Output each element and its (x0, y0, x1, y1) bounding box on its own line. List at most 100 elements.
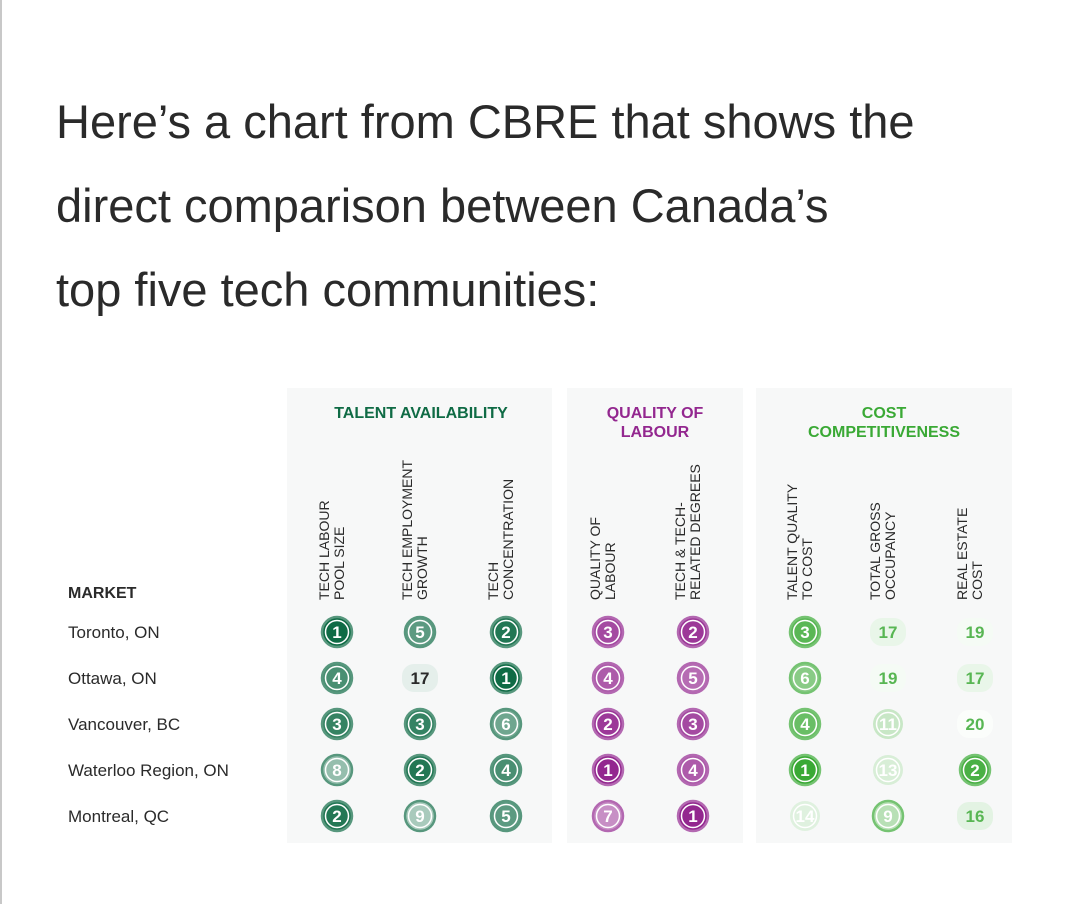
rank-badge (676, 615, 710, 649)
rank-value: 11 (879, 715, 897, 734)
rank-badge-ring (595, 619, 621, 645)
column-header: QUALITY OF (587, 517, 603, 600)
rank-value: 5 (415, 623, 424, 642)
rank-badge (788, 661, 822, 695)
rank-badge-ring (493, 757, 519, 783)
rank-badge (489, 661, 523, 695)
rank-value: 9 (415, 807, 424, 826)
column-header: REAL ESTATE (954, 508, 970, 600)
rank-badge-ring (493, 665, 519, 691)
rank-badge-ring (680, 619, 706, 645)
rank-value: 8 (332, 761, 341, 780)
rank-badge-ring (493, 619, 519, 645)
rank-badge-ring (875, 757, 901, 783)
rank-value: 1 (688, 807, 697, 826)
column-header: TECH LABOUR (316, 500, 332, 600)
rank-badge (591, 753, 625, 787)
rank-badge-ring (407, 757, 433, 783)
rank-badge-ring (324, 803, 350, 829)
rank-value: 13 (879, 761, 898, 780)
column-header: CONCENTRATION (500, 479, 516, 600)
rank-badge (489, 753, 523, 787)
column-header: TOTAL GROSS (867, 502, 883, 600)
column-header: COST (969, 561, 985, 600)
rank-value: 9 (883, 807, 892, 826)
rank-badge-ring (595, 757, 621, 783)
rank-value: 1 (332, 623, 341, 642)
intro-line: top five tech communities: (56, 263, 600, 316)
group-title: QUALITY OF (607, 405, 704, 422)
rank-badge-ring (680, 757, 706, 783)
column-header: OCCUPANCY (882, 511, 898, 600)
rank-value: 6 (501, 715, 510, 734)
rank-badge-ring (595, 803, 621, 829)
rank-value: 19 (879, 669, 898, 688)
rank-badge (591, 661, 625, 695)
rank-badge (489, 707, 523, 741)
market-column-header: MARKET (68, 585, 137, 602)
market-label: Waterloo Region, ON (68, 761, 229, 780)
rank-badge (676, 753, 710, 787)
rank-badge (320, 661, 354, 695)
rank-badge-ring (595, 711, 621, 737)
rank-badge (403, 753, 437, 787)
column-header: TECH (485, 562, 501, 600)
group-title: COST (862, 405, 907, 422)
rank-value: 5 (501, 807, 510, 826)
rank-badge (591, 615, 625, 649)
rank-badge-ring (407, 711, 433, 737)
rank-badge (320, 753, 354, 787)
rank-value: 2 (603, 715, 612, 734)
rank-badge-ring (792, 619, 818, 645)
rank-value: 3 (415, 715, 424, 734)
market-label: Vancouver, BC (68, 715, 180, 734)
rank-value: 17 (879, 623, 898, 642)
rank-badge (403, 707, 437, 741)
rank-value: 4 (800, 715, 810, 734)
rank-value: 1 (501, 669, 510, 688)
rank-value: 2 (970, 761, 979, 780)
rank-badge (489, 615, 523, 649)
rank-badge (873, 709, 903, 739)
rank-value: 4 (603, 669, 613, 688)
rank-badge-ring (680, 803, 706, 829)
rank-value: 3 (603, 623, 612, 642)
rank-badge-ring (407, 619, 433, 645)
market-label: Toronto, ON (68, 623, 160, 642)
rank-value: 16 (966, 807, 985, 826)
rank-badge (591, 707, 625, 741)
rank-value: 2 (332, 807, 341, 826)
column-header: TO COST (799, 538, 815, 600)
rank-badge-ring (792, 757, 818, 783)
rank-badge (873, 755, 903, 785)
rank-badge-ring (962, 757, 988, 783)
rank-value: 7 (603, 807, 612, 826)
rank-badge-ring (680, 665, 706, 691)
rank-badge (676, 707, 710, 741)
rank-badge (676, 799, 710, 833)
column-header: RELATED DEGREES (687, 464, 703, 600)
rank-badge-ring (324, 711, 350, 737)
group-title: LABOUR (621, 424, 690, 441)
rank-badge-ring (875, 803, 901, 829)
rank-value: 4 (501, 761, 511, 780)
rank-badge (403, 615, 437, 649)
rank-badge (591, 799, 625, 833)
rank-value: 2 (688, 623, 697, 642)
rank-badge (788, 753, 822, 787)
rank-badge-ring (792, 665, 818, 691)
rank-badge (870, 664, 906, 692)
market-label: Montreal, QC (68, 807, 169, 826)
rank-badge (790, 801, 820, 831)
rank-badge (676, 661, 710, 695)
rank-value: 20 (966, 715, 985, 734)
rank-badge (870, 618, 906, 646)
rank-badge (320, 707, 354, 741)
rank-badge (788, 707, 822, 741)
rank-badge-ring (875, 711, 901, 737)
left-border (0, 0, 2, 904)
rank-value: 3 (800, 623, 809, 642)
rank-value: 2 (415, 761, 424, 780)
rank-value: 17 (966, 669, 985, 688)
rank-badge (788, 615, 822, 649)
